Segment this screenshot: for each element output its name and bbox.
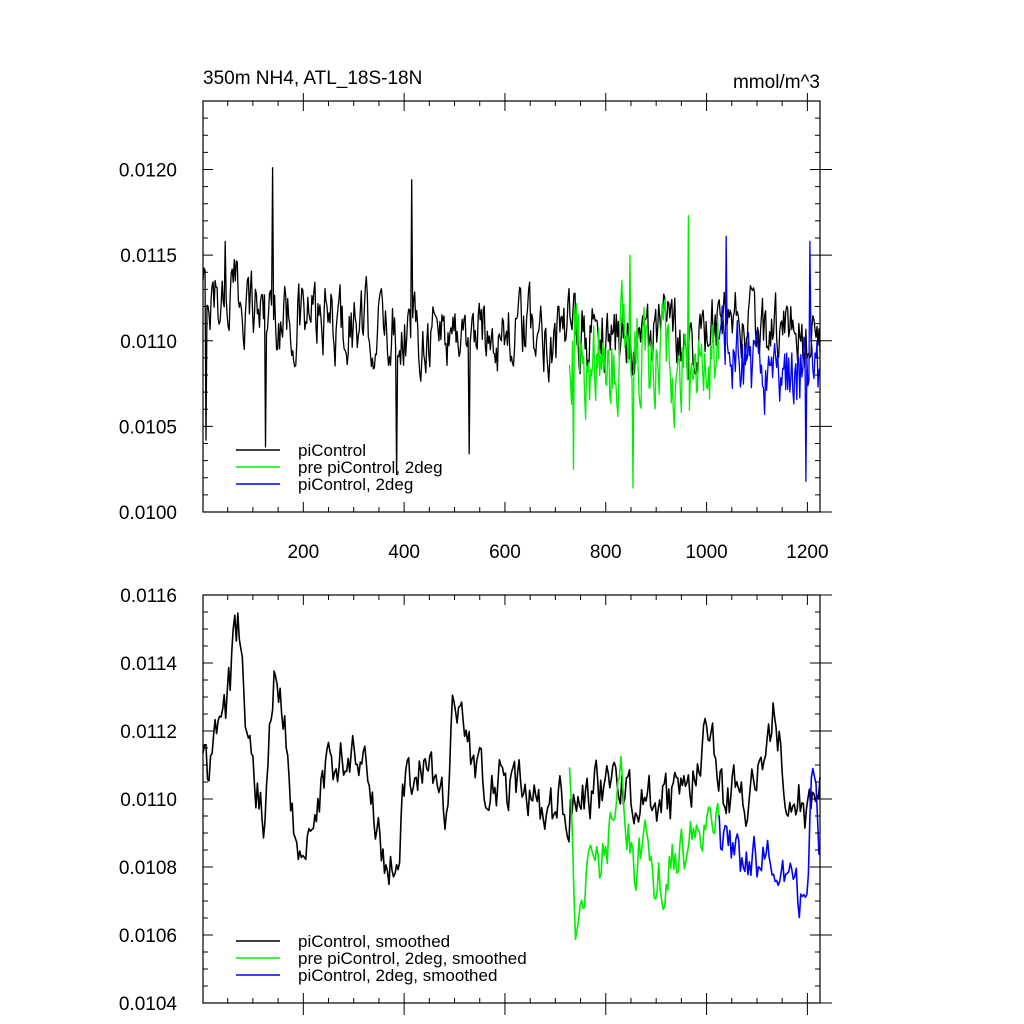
top-xtick-label: 800 — [590, 542, 622, 563]
top-xtick-label: 400 — [388, 542, 420, 563]
bottom-ytick-label: 0.0110 — [120, 790, 177, 811]
top-legend-label: piControl, 2deg — [298, 475, 413, 494]
top-legend-label: pre piControl, 2deg — [298, 458, 443, 477]
bottom-ytick-label: 0.0106 — [119, 926, 177, 947]
bottom-legend-label: piControl, 2deg, smoothed — [298, 966, 497, 985]
top-ytick-label: 0.0100 — [119, 503, 177, 524]
top-ytick-label: 0.0110 — [120, 332, 177, 353]
top-series-1 — [202, 167, 821, 475]
top-ytick-label: 0.0115 — [120, 246, 177, 267]
top-ytick-label: 0.0120 — [119, 161, 177, 182]
top-ytick-label: 0.0105 — [119, 417, 177, 438]
top-xtick-label: 200 — [287, 542, 319, 563]
bottom-panel: 0.0104 0.0106 0.0108 0.0110 0.0112 0.0114 0.01… — [119, 586, 832, 1015]
top-series-2 — [568, 215, 720, 489]
bottom-series-2 — [568, 755, 720, 940]
bottom-series-1 — [202, 612, 821, 886]
top-xtick-label: 1000 — [685, 542, 727, 563]
top-series-3 — [718, 235, 821, 482]
top-panel-units: mmol/m^3 — [733, 72, 820, 93]
bottom-ytick-label: 0.0104 — [119, 994, 178, 1015]
top-legend-label: piControl — [298, 441, 366, 460]
bottom-ytick-label: 0.0112 — [120, 722, 177, 743]
top-panel-title: 350m NH4, ATL_18S-18N — [203, 68, 422, 89]
top-xtick-label: 1200 — [786, 542, 828, 563]
top-xtick-label: 600 — [489, 542, 521, 563]
top-panel: 350m NH4, ATL_18S-18N mmol/m^3 200 400 600… — [119, 68, 832, 563]
bottom-ytick-label: 0.0116 — [120, 586, 177, 607]
bottom-legend-label: piControl, smoothed — [298, 932, 450, 951]
bottom-ytick-label: 0.0108 — [119, 858, 177, 879]
bottom-series-3 — [718, 767, 820, 919]
bottom-legend-label: pre piControl, 2deg, smoothed — [298, 949, 527, 968]
bottom-ytick-label: 0.0114 — [120, 654, 177, 675]
